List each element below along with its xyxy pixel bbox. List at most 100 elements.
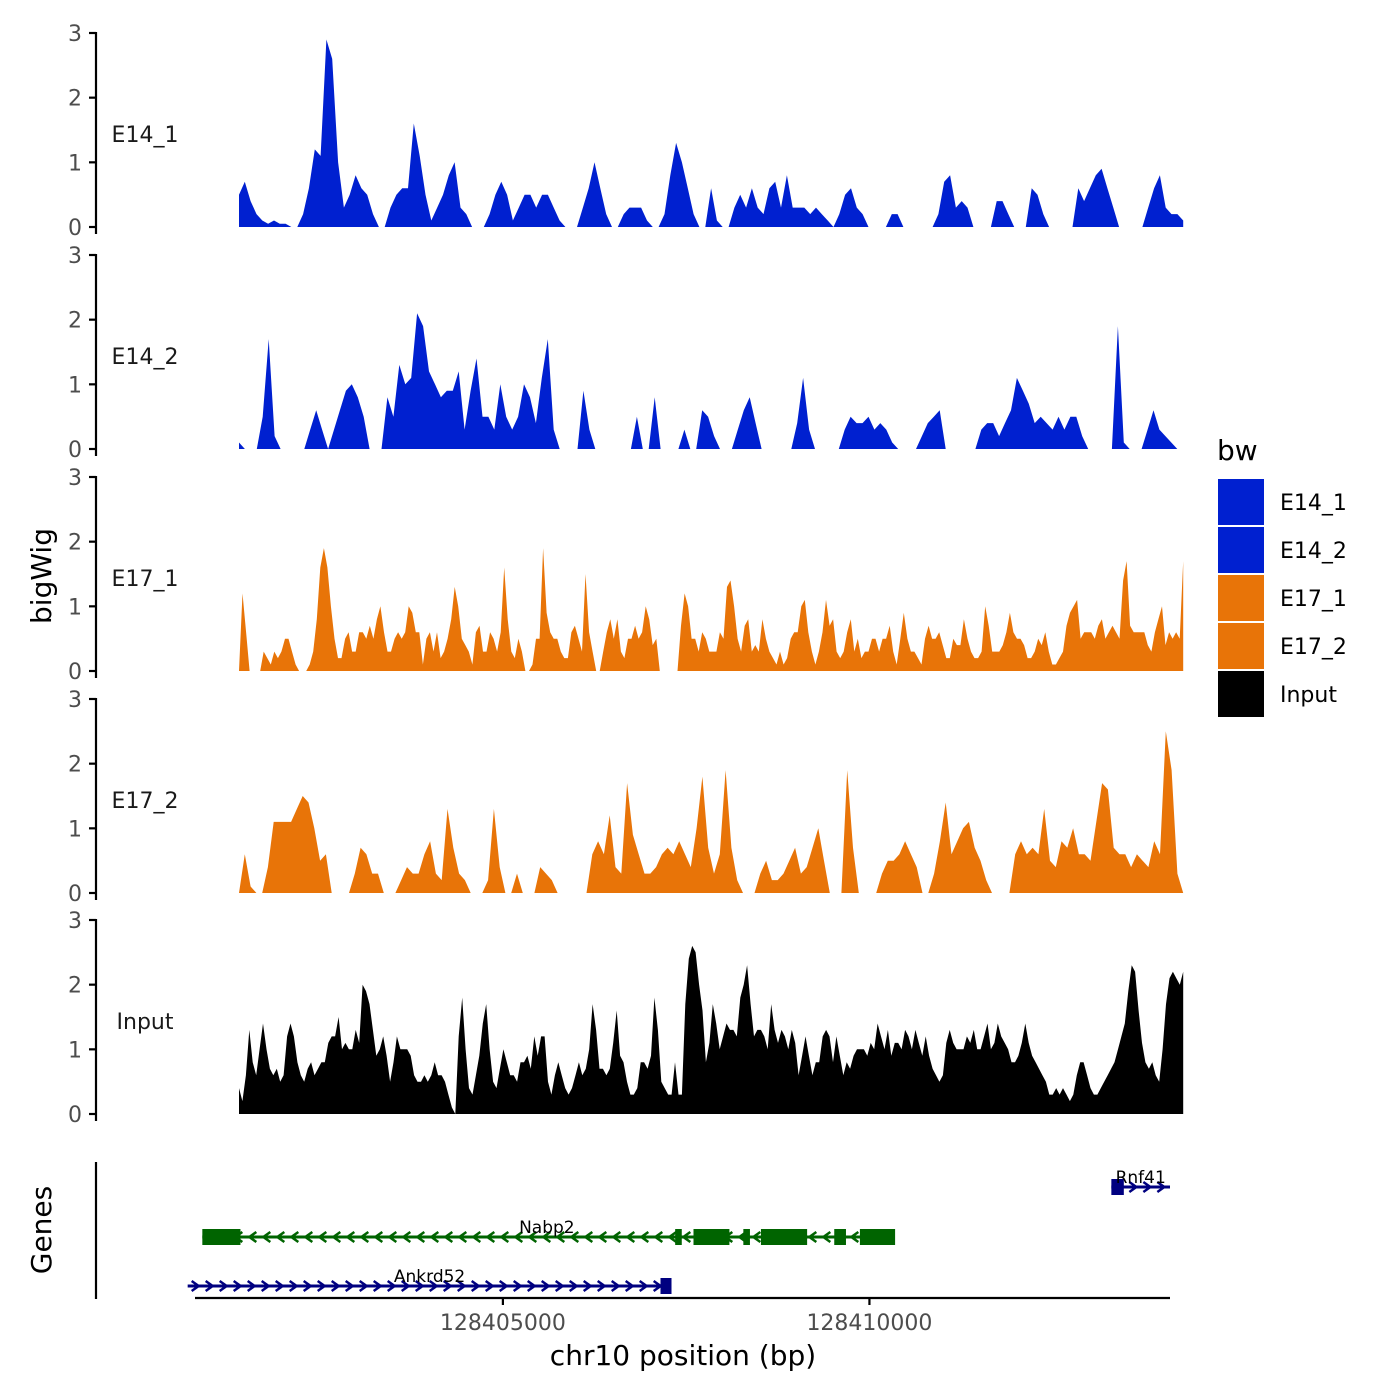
strand-arrow-icon bbox=[527, 1230, 538, 1244]
strand-arrow-icon bbox=[317, 1230, 328, 1244]
strand-arrow-icon bbox=[443, 1230, 454, 1244]
track-label: E14_2 bbox=[112, 345, 179, 370]
y-tick-label: 0 bbox=[68, 882, 82, 907]
strand-arrow-icon bbox=[821, 1230, 832, 1244]
gene-ankrd52: Ankrd52 bbox=[187, 1267, 672, 1294]
strand-arrow-icon bbox=[610, 1279, 621, 1293]
strand-arrow-icon bbox=[344, 1279, 355, 1293]
y-tick-label: 2 bbox=[68, 87, 82, 112]
strand-arrow-icon bbox=[204, 1279, 215, 1293]
signal-area bbox=[239, 39, 1184, 227]
strand-arrow-icon bbox=[359, 1230, 370, 1244]
strand-arrow-icon bbox=[218, 1279, 229, 1293]
legend-label: E14_2 bbox=[1280, 539, 1347, 564]
strand-arrow-icon bbox=[302, 1279, 313, 1293]
y-tick-label: 0 bbox=[68, 660, 82, 685]
y-tick-label: 0 bbox=[68, 438, 82, 463]
strand-arrow-icon bbox=[247, 1230, 258, 1244]
legend-label: E14_1 bbox=[1280, 491, 1347, 516]
genes-panel-label: Genes bbox=[25, 1186, 58, 1274]
strand-arrow-icon bbox=[499, 1230, 510, 1244]
x-axis-title: chr10 position (bp) bbox=[550, 1339, 816, 1372]
strand-arrow-icon bbox=[457, 1230, 468, 1244]
strand-arrow-icon bbox=[569, 1230, 580, 1244]
exon bbox=[743, 1229, 750, 1245]
track-input: 0 1 2 3 Input bbox=[68, 909, 1184, 1128]
track-e17-1: 0 1 2 3 E17_1 bbox=[68, 466, 1184, 685]
signal-area bbox=[239, 313, 1184, 449]
legend-swatch bbox=[1218, 527, 1264, 573]
legend: bw E14_1 E14_2 E17_1 E17_2 Input bbox=[1217, 434, 1347, 717]
strand-arrow-icon bbox=[429, 1230, 440, 1244]
gene-name: Nabp2 bbox=[519, 1218, 575, 1238]
track-e14-1: 0 1 2 3 E14_1 bbox=[68, 22, 1184, 241]
strand-arrow-icon bbox=[807, 1230, 818, 1244]
strand-arrow-icon bbox=[625, 1230, 636, 1244]
strand-arrow-icon bbox=[751, 1230, 762, 1244]
y-tick-label: 0 bbox=[68, 216, 82, 241]
strand-arrow-icon bbox=[386, 1279, 397, 1293]
strand-arrow-icon bbox=[261, 1230, 272, 1244]
strand-arrow-icon bbox=[611, 1230, 622, 1244]
strand-arrow-icon bbox=[289, 1230, 300, 1244]
x-tick-label: 128405000 bbox=[440, 1311, 566, 1336]
track-label: E14_1 bbox=[112, 123, 179, 148]
track-panels: 0 1 2 3 E14_1 0 1 2 3 E14_2 0 1 2 3 E17_1 0 1 2 3 E17_2 0 1 2 3… bbox=[68, 22, 1184, 1128]
y-tick-label: 1 bbox=[68, 373, 82, 398]
track-label: E17_1 bbox=[112, 567, 179, 592]
strand-arrow-icon bbox=[681, 1230, 692, 1244]
strand-arrow-icon bbox=[1128, 1180, 1139, 1194]
legend-label: Input bbox=[1280, 683, 1337, 708]
y-axis-title: bigWig bbox=[25, 528, 58, 624]
signal-area bbox=[239, 945, 1184, 1114]
strand-arrow-icon bbox=[470, 1279, 481, 1293]
strand-arrow-icon bbox=[274, 1279, 285, 1293]
strand-arrow-icon bbox=[583, 1230, 594, 1244]
strand-arrow-icon bbox=[331, 1230, 342, 1244]
signal-area bbox=[239, 731, 1184, 893]
legend-label: E17_2 bbox=[1280, 635, 1347, 660]
legend-swatch bbox=[1218, 575, 1264, 621]
exon bbox=[1111, 1179, 1124, 1195]
strand-arrow-icon bbox=[512, 1279, 523, 1293]
strand-arrow-icon bbox=[597, 1230, 608, 1244]
x-tick-label: 128410000 bbox=[806, 1311, 932, 1336]
strand-arrow-icon bbox=[232, 1279, 243, 1293]
strand-arrow-icon bbox=[456, 1279, 467, 1293]
strand-arrow-icon bbox=[358, 1279, 369, 1293]
y-tick-label: 1 bbox=[68, 817, 82, 842]
y-tick-label: 2 bbox=[68, 309, 82, 334]
x-axis: chr10 position (bp) 128405000 128410000 bbox=[195, 1296, 1170, 1372]
strand-arrow-icon bbox=[1156, 1180, 1167, 1194]
y-tick-label: 1 bbox=[68, 595, 82, 620]
exon bbox=[859, 1229, 896, 1245]
y-tick-label: 2 bbox=[68, 753, 82, 778]
strand-arrow-icon bbox=[415, 1230, 426, 1244]
legend-label: E17_1 bbox=[1280, 587, 1347, 612]
genes-panel: Genes Rnf41 Nabp2 Ankrd52 bbox=[25, 1162, 1170, 1299]
track-e17-2: 0 1 2 3 E17_2 bbox=[68, 688, 1184, 907]
strand-arrow-icon bbox=[568, 1279, 579, 1293]
y-tick-label: 3 bbox=[68, 466, 82, 491]
y-tick-label: 1 bbox=[68, 151, 82, 176]
gene-name: Rnf41 bbox=[1116, 1168, 1166, 1188]
track-e14-2: 0 1 2 3 E14_2 bbox=[68, 244, 1184, 463]
y-tick-label: 3 bbox=[68, 688, 82, 713]
strand-arrow-icon bbox=[624, 1279, 635, 1293]
strand-arrow-icon bbox=[372, 1279, 383, 1293]
gene-nabp2: Nabp2 bbox=[202, 1218, 896, 1245]
strand-arrow-icon bbox=[485, 1230, 496, 1244]
gene-name: Ankrd52 bbox=[394, 1267, 465, 1287]
y-tick-label: 2 bbox=[68, 974, 82, 999]
strand-arrow-icon bbox=[638, 1279, 649, 1293]
strand-arrow-icon bbox=[387, 1230, 398, 1244]
strand-arrow-icon bbox=[400, 1279, 411, 1293]
strand-arrow-icon bbox=[555, 1230, 566, 1244]
strand-arrow-icon bbox=[246, 1279, 257, 1293]
exon bbox=[760, 1229, 808, 1245]
strand-arrow-icon bbox=[849, 1230, 860, 1244]
exon bbox=[834, 1229, 846, 1245]
strand-arrow-icon bbox=[484, 1279, 495, 1293]
strand-arrow-icon bbox=[541, 1230, 552, 1244]
strand-arrow-icon bbox=[667, 1230, 678, 1244]
